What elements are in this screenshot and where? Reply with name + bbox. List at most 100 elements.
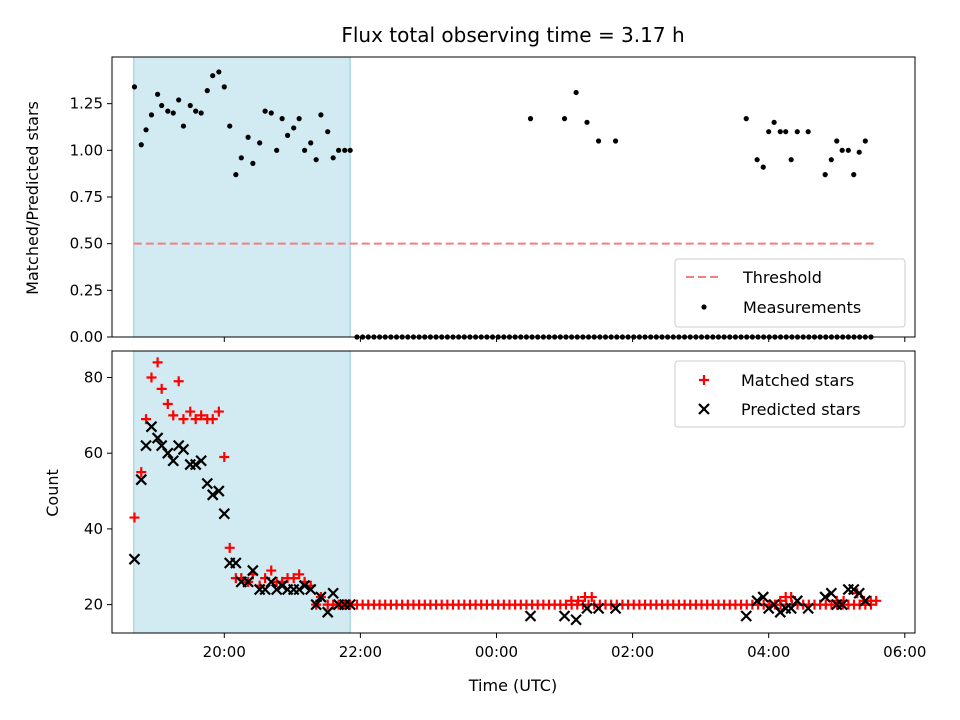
matched-point — [129, 512, 140, 523]
matched-point — [190, 414, 201, 425]
measurement-point — [221, 84, 227, 90]
legend-box — [674, 258, 906, 328]
predicted-point — [265, 576, 278, 588]
matched-point — [168, 410, 179, 421]
legend-predicted-label: Predicted stars — [741, 400, 861, 419]
bottom-y-axis-label: Count — [43, 469, 62, 517]
measurement-point — [291, 125, 297, 131]
predicted-point — [140, 439, 152, 452]
predicted-point — [298, 579, 311, 592]
measurement-point — [839, 147, 845, 153]
measurement-point — [584, 119, 590, 125]
predicted-point — [213, 485, 225, 497]
matched-point — [162, 398, 173, 409]
predicted-point — [762, 602, 775, 615]
predicted-point — [276, 579, 288, 592]
measurement-point — [856, 149, 862, 155]
highlight-span — [133, 350, 351, 634]
legend-measurements-label: Measurements — [743, 298, 861, 317]
predicted-point — [293, 583, 305, 596]
measurement-point — [284, 132, 291, 138]
predicted-point — [247, 564, 259, 577]
x-tick-label: 20:00 — [203, 643, 246, 661]
y-tick-label: 0.25 — [70, 281, 103, 299]
x-tick-label: 22:00 — [339, 643, 382, 661]
measurement-point — [313, 157, 319, 163]
measurement-point — [180, 123, 187, 129]
measurement-point — [336, 147, 342, 153]
x-axis-label: Time (UTC) — [468, 676, 557, 695]
legend-matched-label: Matched stars — [741, 371, 854, 390]
y-tick-label: 20 — [84, 596, 103, 614]
x-tick-label: 02:00 — [611, 643, 654, 661]
y-tick-label: 80 — [84, 368, 103, 386]
y-tick-label: 1.25 — [70, 95, 103, 113]
predicted-point — [310, 598, 322, 611]
predicted-point — [315, 591, 327, 603]
predicted-point — [791, 595, 804, 607]
measurement-point — [250, 160, 256, 166]
measurement-point — [325, 129, 331, 135]
matched-point — [219, 451, 230, 462]
measurement-point — [159, 102, 165, 109]
predicted-point — [592, 602, 605, 615]
x-tick-label: 06:00 — [883, 643, 926, 661]
matched-point — [185, 406, 196, 417]
y-tick-label: 40 — [84, 520, 103, 538]
measurement-point — [771, 119, 777, 125]
measurement-point — [170, 110, 176, 116]
measurement-point — [296, 116, 302, 122]
matched-point — [136, 467, 147, 478]
legend-matched-swatch — [699, 375, 709, 385]
measurement-point — [330, 155, 336, 161]
predicted-point — [242, 576, 254, 588]
measurement-point — [754, 157, 760, 163]
chart-title: Flux total observing time = 3.17 h — [341, 23, 684, 47]
predicted-point — [270, 583, 283, 596]
matched-point — [224, 542, 235, 553]
measurement-point — [342, 147, 348, 153]
predicted-point — [195, 454, 207, 467]
predicted-point — [802, 602, 814, 615]
measurement-point — [176, 97, 182, 103]
predicted-point — [304, 583, 317, 596]
measurement-point — [743, 116, 749, 122]
measurement-point — [233, 172, 239, 178]
predicted-point — [819, 591, 831, 603]
measurement-point — [274, 147, 280, 153]
measurement-point — [573, 89, 579, 96]
predicted-point — [757, 591, 770, 603]
measurement-point — [845, 147, 851, 153]
predicted-point — [751, 595, 763, 607]
predicted-point — [177, 443, 190, 456]
predicted-point — [218, 507, 231, 520]
measurement-point — [777, 129, 783, 135]
chart-marks: 0.00 0.25 0.50 0.75 1.00 1.25 Threshold Measure… — [70, 56, 926, 661]
axes-frame — [111, 350, 916, 634]
measurement-point — [268, 110, 274, 116]
measurement-point — [138, 142, 144, 148]
predicted-point — [151, 432, 164, 444]
matched-point — [288, 573, 299, 584]
predicted-point — [859, 595, 872, 607]
measurement-point — [318, 112, 324, 118]
y-tick-label: 0.50 — [70, 235, 103, 253]
matched-point — [586, 592, 597, 603]
matched-point — [146, 372, 157, 383]
measurement-point — [245, 134, 251, 140]
measurement-point — [204, 88, 210, 94]
predicted-point — [135, 473, 148, 486]
measurement-point — [193, 108, 199, 114]
legend-predicted-swatch — [698, 403, 710, 415]
matched-point — [294, 569, 305, 580]
predicted-point — [558, 610, 571, 622]
measurement-point — [347, 147, 353, 153]
predicted-point — [524, 610, 537, 622]
measurement-point — [238, 155, 244, 161]
measurement-point — [257, 140, 263, 146]
matched-point — [152, 357, 163, 368]
predicted-point — [581, 602, 593, 615]
predicted-point — [836, 598, 848, 611]
y-tick-label: 0.75 — [70, 188, 103, 206]
